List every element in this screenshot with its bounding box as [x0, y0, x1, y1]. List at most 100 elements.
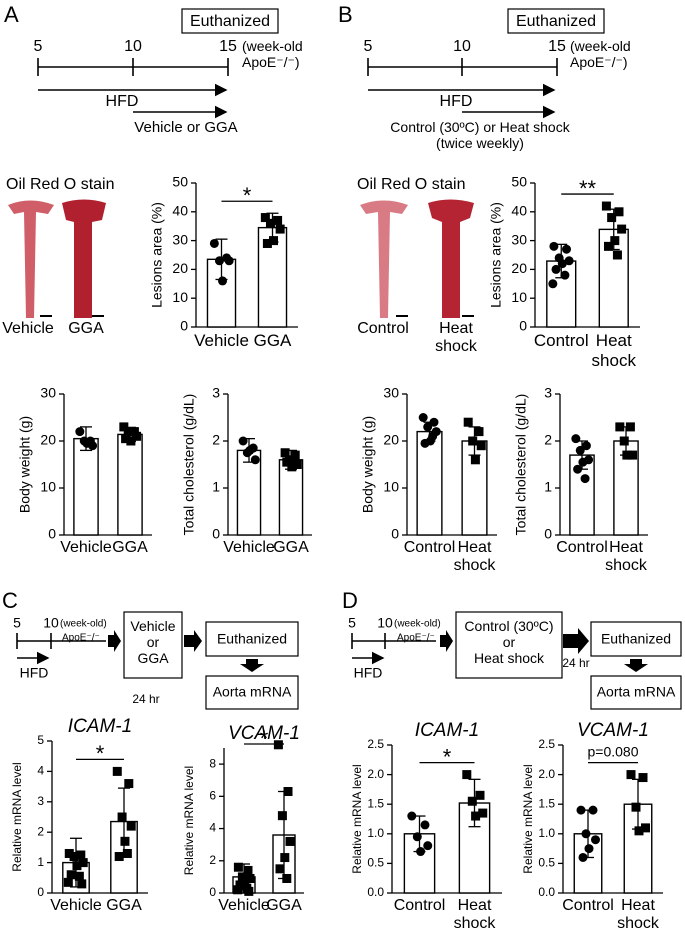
chart-title: ICAM-1 [68, 716, 132, 737]
hfd: HFD [20, 665, 49, 681]
x-tick-label: GGA [106, 897, 142, 914]
x-tick-label: GGA [266, 897, 302, 914]
box [590, 621, 682, 657]
unit: (week-old ApoE⁻/⁻) [570, 38, 631, 71]
point [273, 215, 283, 225]
point [604, 241, 613, 251]
box [455, 611, 563, 679]
x-tick-label: Vehicle [218, 897, 270, 914]
x-tick-label: Vehicle [223, 539, 275, 556]
y-tick-label: 0.0 [538, 885, 555, 899]
point [615, 422, 625, 432]
panel-label: A [4, 2, 19, 27]
point [260, 213, 270, 223]
y-tick-label: 2 [37, 824, 44, 838]
point [235, 880, 245, 890]
point [471, 811, 481, 821]
y-tick-label: 0 [37, 885, 44, 899]
y-tick-label: 0 [180, 318, 188, 334]
box [507, 8, 605, 34]
y-tick-label: 3 [544, 385, 552, 401]
y-tick-label: 4 [209, 821, 216, 835]
point [423, 422, 433, 432]
week: 10 [124, 38, 142, 55]
y-axis-title: Relative mRNA level [10, 762, 24, 871]
point [66, 870, 76, 880]
time: 24 hr [562, 656, 589, 670]
unit: (week-old) [394, 619, 441, 630]
time: 24 hr [132, 692, 159, 706]
point [641, 823, 650, 833]
y-tick-label: 20 [40, 432, 56, 448]
point [77, 879, 87, 889]
block-arrow [184, 630, 202, 652]
point [64, 848, 74, 858]
week: 5 [348, 615, 356, 631]
point [277, 811, 287, 821]
point [416, 847, 426, 857]
chart-title: VCAM-1 [577, 720, 649, 741]
point [273, 740, 283, 750]
point [420, 820, 430, 830]
y-tick-label: 5 [37, 733, 44, 747]
point [238, 436, 248, 446]
point [625, 422, 635, 432]
output: Aorta mRNA [213, 684, 292, 700]
box-label: Euthanized [217, 631, 287, 647]
point [412, 832, 422, 842]
x-tick-label: GGA [112, 539, 148, 556]
point [578, 457, 588, 467]
week: 15 [219, 38, 237, 55]
point [287, 462, 297, 472]
image-label: GGA [68, 320, 104, 337]
point [280, 853, 290, 863]
y-tick-label: 0 [209, 885, 216, 899]
x-tick-label: Vehicle [60, 539, 112, 556]
y-tick-label: 30 [40, 385, 56, 401]
y-tick-label: 50 [511, 174, 527, 190]
point [626, 770, 636, 780]
point [74, 871, 84, 881]
point [244, 886, 254, 896]
point [549, 241, 559, 251]
y-tick-label: 0.0 [367, 885, 384, 899]
point [581, 829, 591, 839]
y-tick-label: 6 [209, 789, 216, 803]
y-tick-label: 3 [212, 385, 220, 401]
point [607, 213, 617, 223]
point [262, 238, 272, 248]
y-tick-label: 1.0 [367, 826, 384, 840]
point [224, 256, 234, 266]
point [122, 848, 132, 858]
y-tick-label: 1.5 [367, 796, 384, 810]
point [132, 431, 142, 441]
point [75, 427, 85, 437]
x-tick-label: Heat shock [617, 897, 659, 932]
box-label: Euthanized [516, 13, 596, 30]
y-tick-label: 20 [511, 260, 527, 276]
unit: (week-old ApoE⁻/⁻) [242, 38, 303, 71]
point [72, 861, 82, 871]
x-tick-label: Control [533, 331, 589, 350]
point [129, 427, 139, 437]
hfd: HFD [440, 93, 473, 110]
point [612, 250, 622, 260]
point [265, 218, 275, 228]
hfd: HFD [106, 93, 139, 110]
point [114, 852, 124, 862]
x-tick-label: GGA [273, 539, 309, 556]
x-tick-label: Heat shock [453, 897, 496, 932]
treatment: Control (30ºC) or Heat shock [464, 618, 554, 667]
y-tick-label: 1.5 [538, 796, 555, 810]
y-tick-label: 0 [212, 526, 220, 542]
x-tick-label: Control [556, 539, 608, 556]
block-arrow [563, 628, 589, 654]
y-axis-title: Relative mRNA level [521, 764, 535, 873]
point [63, 877, 73, 887]
box-label: Euthanized [601, 631, 671, 647]
mouse: ApoE⁻/⁻ [397, 633, 435, 644]
y-tick-label: 1 [212, 479, 220, 495]
week: 10 [453, 38, 471, 55]
point [82, 438, 92, 448]
point [233, 862, 243, 872]
